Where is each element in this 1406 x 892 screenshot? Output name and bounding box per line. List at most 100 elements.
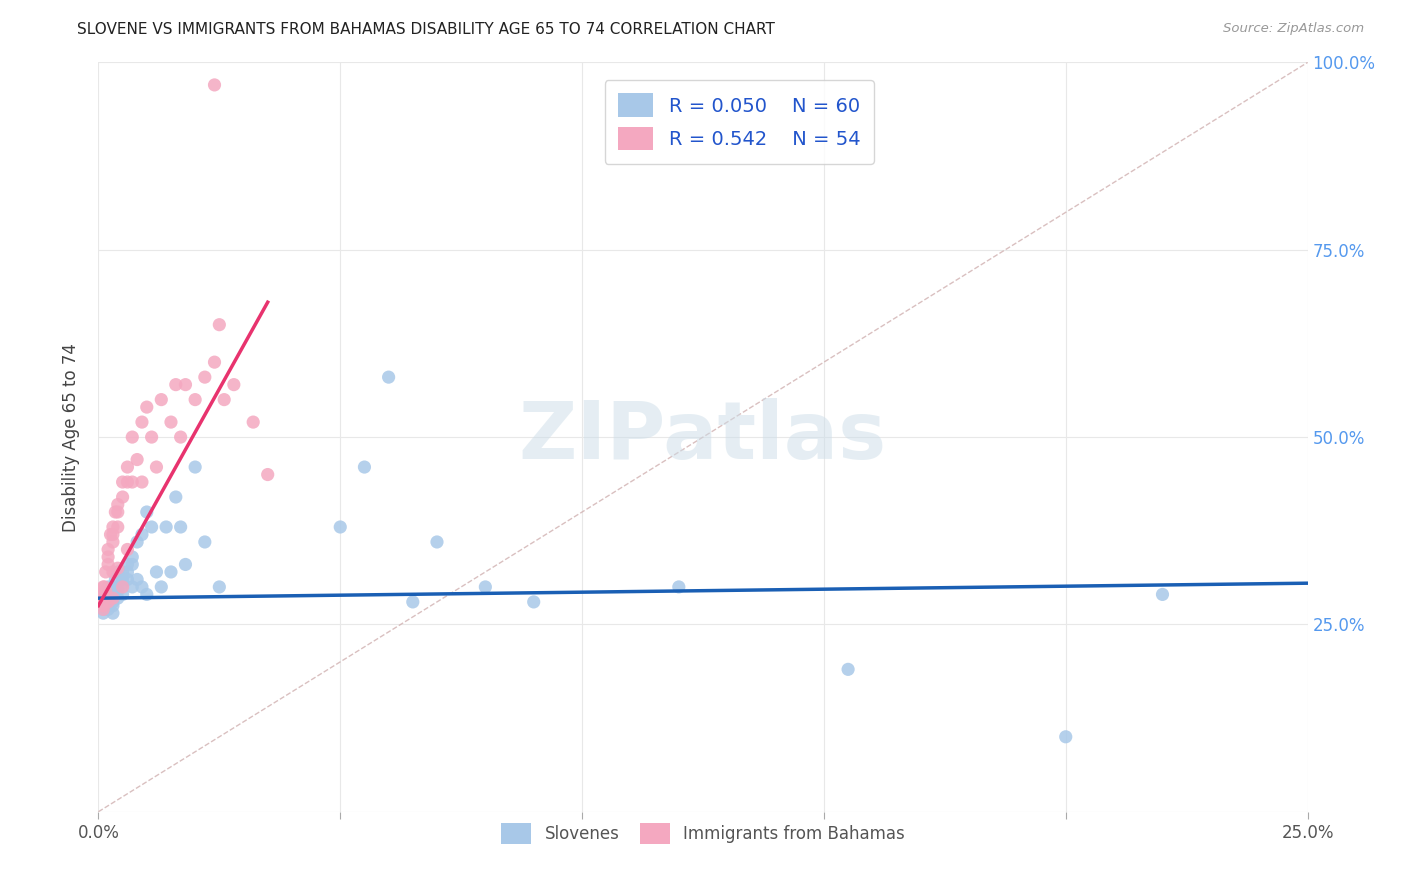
- Point: [353, 460, 375, 475]
- Point: [127, 452, 149, 467]
- Point: [135, 505, 157, 519]
- Point: [97, 558, 120, 572]
- Point: [91, 587, 114, 601]
- Y-axis label: Disability Age 65 to 74: Disability Age 65 to 74: [62, 343, 80, 532]
- Point: [97, 599, 120, 613]
- Point: [121, 549, 143, 564]
- Point: [107, 583, 129, 598]
- Point: [91, 602, 114, 616]
- Point: [111, 576, 134, 591]
- Point: [127, 535, 149, 549]
- Point: [135, 587, 157, 601]
- Point: [135, 400, 157, 414]
- Point: [329, 520, 352, 534]
- Point: [89, 587, 111, 601]
- Point: [141, 430, 163, 444]
- Point: [97, 591, 120, 606]
- Point: [141, 520, 163, 534]
- Point: [100, 527, 122, 541]
- Point: [204, 78, 226, 92]
- Point: [107, 498, 129, 512]
- Point: [174, 558, 197, 572]
- Point: [837, 662, 859, 676]
- Point: [523, 595, 546, 609]
- Point: [101, 591, 124, 606]
- Point: [131, 527, 153, 541]
- Point: [155, 520, 177, 534]
- Point: [208, 318, 231, 332]
- Point: [101, 580, 124, 594]
- Point: [101, 587, 124, 601]
- Point: [101, 606, 124, 620]
- Point: [111, 475, 134, 489]
- Point: [91, 587, 114, 601]
- Point: [1152, 587, 1174, 601]
- Point: [97, 595, 120, 609]
- Point: [101, 535, 124, 549]
- Point: [101, 595, 124, 609]
- Point: [131, 475, 153, 489]
- Point: [131, 580, 153, 594]
- Point: [93, 580, 115, 594]
- Point: [107, 561, 129, 575]
- Point: [94, 583, 117, 598]
- Point: [111, 573, 134, 587]
- Point: [97, 542, 120, 557]
- Point: [91, 580, 114, 594]
- Point: [107, 505, 129, 519]
- Point: [121, 558, 143, 572]
- Point: [194, 535, 217, 549]
- Point: [94, 565, 117, 579]
- Point: [212, 392, 235, 407]
- Point: [169, 520, 191, 534]
- Point: [117, 542, 139, 557]
- Point: [184, 460, 207, 475]
- Point: [117, 475, 139, 489]
- Point: [107, 580, 129, 594]
- Point: [111, 580, 134, 594]
- Point: [101, 591, 124, 606]
- Point: [127, 573, 149, 587]
- Point: [165, 490, 187, 504]
- Point: [107, 520, 129, 534]
- Point: [474, 580, 496, 594]
- Point: [101, 520, 124, 534]
- Point: [94, 599, 117, 613]
- Point: [104, 573, 127, 587]
- Point: [121, 475, 143, 489]
- Point: [204, 355, 226, 369]
- Point: [90, 591, 112, 606]
- Point: [104, 505, 127, 519]
- Point: [111, 587, 134, 601]
- Text: SLOVENE VS IMMIGRANTS FROM BAHAMAS DISABILITY AGE 65 TO 74 CORRELATION CHART: SLOVENE VS IMMIGRANTS FROM BAHAMAS DISAB…: [77, 22, 775, 37]
- Point: [426, 535, 449, 549]
- Point: [111, 565, 134, 579]
- Point: [97, 602, 120, 616]
- Point: [101, 565, 124, 579]
- Point: [145, 460, 167, 475]
- Legend: Slovenes, Immigrants from Bahamas: Slovenes, Immigrants from Bahamas: [494, 815, 912, 852]
- Point: [377, 370, 399, 384]
- Text: Source: ZipAtlas.com: Source: ZipAtlas.com: [1223, 22, 1364, 36]
- Point: [160, 415, 183, 429]
- Point: [150, 580, 173, 594]
- Point: [100, 583, 122, 598]
- Point: [169, 430, 191, 444]
- Point: [101, 527, 124, 541]
- Point: [131, 415, 153, 429]
- Point: [91, 602, 114, 616]
- Point: [117, 573, 139, 587]
- Point: [117, 565, 139, 579]
- Point: [90, 591, 112, 606]
- Point: [222, 377, 245, 392]
- Point: [145, 565, 167, 579]
- Point: [174, 377, 197, 392]
- Point: [242, 415, 264, 429]
- Point: [90, 599, 112, 613]
- Point: [184, 392, 207, 407]
- Text: ZIPatlas: ZIPatlas: [519, 398, 887, 476]
- Point: [121, 580, 143, 594]
- Point: [160, 565, 183, 579]
- Point: [107, 565, 129, 579]
- Point: [1054, 730, 1077, 744]
